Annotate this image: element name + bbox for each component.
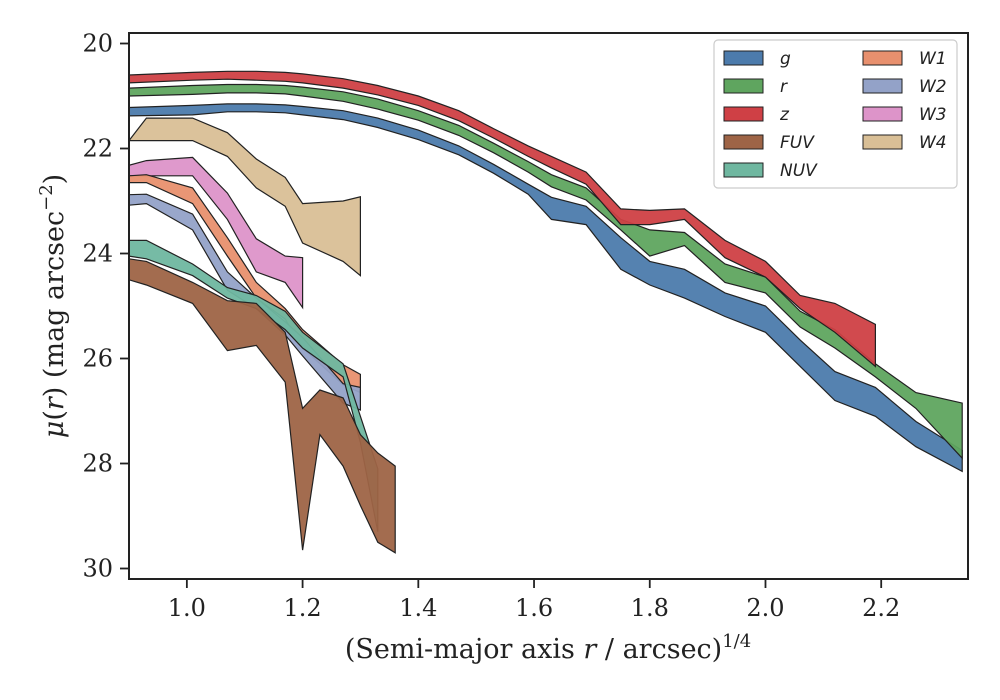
legend-box — [713, 39, 958, 189]
series-band-fuv — [129, 258, 396, 554]
legend-label-w3: W3 — [919, 105, 947, 125]
legend-label-g: g — [780, 49, 791, 69]
series-layer — [129, 70, 963, 554]
x-axis: 1.0 1.2 1.4 1.6 1.8 2.0 2.2 — [168, 579, 900, 622]
x-tick-label: 1.0 — [168, 594, 206, 622]
legend-label-fuv: FUV — [780, 133, 815, 153]
legend-label-r: r — [780, 77, 788, 97]
plot-frame — [128, 32, 969, 580]
y-tick-label: 20 — [82, 30, 113, 58]
x-tick-label: 2.0 — [746, 594, 784, 622]
y-tick-label: 22 — [82, 135, 113, 163]
legend-swatch-r — [723, 78, 764, 94]
y-tick-label: 26 — [82, 345, 113, 373]
x-tick-label: 1.6 — [515, 594, 553, 622]
legend-swatch-w2 — [862, 78, 903, 94]
legend-swatch-w3 — [862, 106, 903, 122]
series-band-w3 — [129, 156, 304, 310]
legend-swatch-nuv — [723, 162, 764, 178]
x-tick-label: 2.2 — [862, 594, 900, 622]
legend-swatch-z — [723, 106, 764, 122]
series-band-w2 — [129, 193, 361, 411]
legend-label-nuv: NUV — [780, 161, 818, 181]
legend-swatch-w4 — [862, 134, 903, 150]
series-band-g — [129, 103, 963, 473]
legend-swatch-g — [723, 50, 764, 66]
legend-swatch-w1 — [862, 50, 903, 66]
y-axis: 20 22 24 26 28 30 — [82, 30, 129, 583]
legend-label-w2: W2 — [919, 77, 947, 97]
y-axis-label: μ(r) (mag arcsec−2) — [36, 174, 70, 438]
x-tick-label: 1.4 — [399, 594, 437, 622]
legend-label-w4: W4 — [919, 133, 947, 153]
legend-swatch-fuv — [723, 134, 764, 150]
y-tick-label: 28 — [82, 450, 113, 478]
x-tick-label: 1.2 — [284, 594, 322, 622]
x-tick-label: 1.8 — [631, 594, 669, 622]
legend: grz FUV NUV W1 W2 W3 W4 — [713, 39, 958, 189]
series-band-r — [129, 83, 963, 460]
series-band-w4 — [129, 117, 361, 277]
y-tick-label: 30 — [82, 555, 113, 583]
legend-label-w1: W1 — [919, 49, 947, 69]
y-tick-label: 24 — [82, 240, 113, 268]
series-band-z — [129, 70, 877, 368]
x-axis-label: (Semi-major axis r / arcsec)1/4 — [345, 631, 751, 665]
legend-label-z: z — [779, 105, 790, 125]
